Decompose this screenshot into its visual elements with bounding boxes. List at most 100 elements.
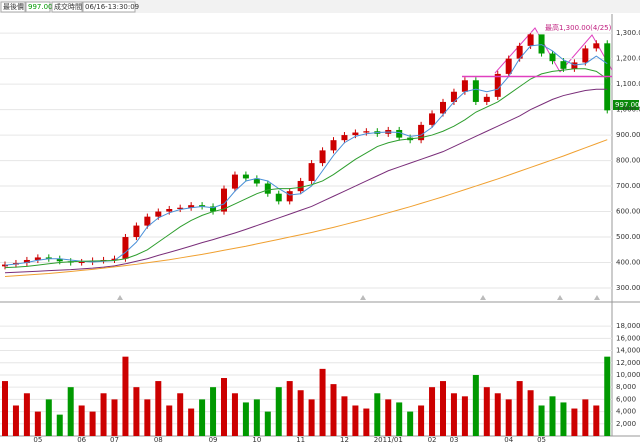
volume-bar xyxy=(199,399,206,436)
time-label: 成交時間 xyxy=(54,2,82,11)
volume-bar xyxy=(516,381,523,436)
time-value: 06/16-13:30:09 xyxy=(85,3,139,11)
volume-bar xyxy=(210,387,217,436)
x-tick-label: 02 xyxy=(428,436,437,444)
y-tick-label: 500.00 xyxy=(616,233,640,241)
last-value: 997.00 xyxy=(28,3,53,11)
candle-body xyxy=(78,262,85,264)
volume-bar xyxy=(133,387,140,436)
candle-body xyxy=(155,211,162,217)
header-bar xyxy=(0,0,640,13)
volume-bar xyxy=(440,381,446,436)
candle-body xyxy=(264,183,271,194)
x-tick-label: 06 xyxy=(77,436,86,444)
volume-bar xyxy=(560,402,567,436)
volume-bar xyxy=(100,393,107,436)
volume-bar xyxy=(418,405,425,436)
candle-body xyxy=(418,124,425,141)
volume-bar xyxy=(483,387,490,436)
volume-bar xyxy=(221,378,227,436)
volume-bar xyxy=(407,411,414,436)
candle-body xyxy=(231,174,238,189)
candle-body xyxy=(527,34,534,46)
candle-body xyxy=(275,193,282,202)
volume-bar xyxy=(450,393,457,436)
candle-body xyxy=(122,237,129,259)
volume-bar xyxy=(297,390,304,436)
moving-average xyxy=(4,139,608,278)
moving-average xyxy=(4,88,608,274)
candle-body xyxy=(221,188,227,212)
header-box xyxy=(51,1,83,13)
volume-bar xyxy=(319,368,326,436)
volume-bar xyxy=(34,411,41,436)
volume-bar xyxy=(604,356,611,436)
candle-body xyxy=(144,216,151,226)
volume-bar xyxy=(122,356,129,436)
y-tick-label: 14,000 xyxy=(616,347,640,355)
candle-body xyxy=(472,80,479,102)
x-tick-label: 05 xyxy=(33,436,42,444)
marker xyxy=(594,295,600,300)
last-label: 最後價 xyxy=(3,2,24,11)
volume-bar xyxy=(177,393,184,436)
volume-bar xyxy=(494,393,501,436)
header-box xyxy=(25,1,51,13)
volume-bar xyxy=(429,387,436,436)
volume-bar xyxy=(593,405,600,436)
marker xyxy=(557,295,563,300)
y-tick-label: 4,000 xyxy=(616,408,636,416)
y-tick-label: 800.00 xyxy=(616,157,640,165)
pattern-line xyxy=(494,27,561,74)
x-tick-label: 10 xyxy=(252,436,261,444)
volume-bar xyxy=(12,405,19,436)
candle-body xyxy=(319,150,326,164)
candle-body xyxy=(538,34,545,54)
marker xyxy=(117,295,123,300)
candle-body xyxy=(330,140,337,151)
candle-body xyxy=(396,129,403,138)
candle-body xyxy=(253,178,260,184)
volume-bar xyxy=(231,393,238,436)
y-tick-label: 300.00 xyxy=(616,284,640,292)
volume-bar xyxy=(253,399,260,436)
x-tick-label: 11 xyxy=(296,436,305,444)
candle-body xyxy=(188,205,195,208)
candle-body xyxy=(560,61,567,69)
y-tick-label: 1,300.00 xyxy=(616,29,640,37)
header-box xyxy=(0,1,26,13)
y-tick-label: 18,000 xyxy=(616,322,640,330)
candle-body xyxy=(352,132,359,136)
y-tick-label: 10,000 xyxy=(616,371,640,379)
volume-bar xyxy=(571,408,578,436)
volume-bar xyxy=(330,384,337,436)
x-tick-label: 04 xyxy=(504,436,513,444)
candle-body xyxy=(429,113,436,125)
candle-body xyxy=(177,207,184,209)
candle-body xyxy=(210,206,217,212)
candle-body xyxy=(297,180,304,192)
volume-bar xyxy=(363,408,370,436)
y-tick-label: 600.00 xyxy=(616,208,640,216)
marker xyxy=(360,295,366,300)
volume-bar xyxy=(45,399,52,436)
volume-bar xyxy=(352,405,359,436)
y-tick-label: 1,200.00 xyxy=(616,55,640,63)
volume-bar xyxy=(286,381,293,436)
volume-bar xyxy=(144,399,151,436)
last-price: 997.00 xyxy=(615,101,640,109)
volume-bar xyxy=(2,381,8,436)
last-price-box xyxy=(613,100,639,110)
volume-bar xyxy=(385,399,392,436)
volume-bar xyxy=(538,405,545,436)
markers xyxy=(117,295,600,300)
candle-body xyxy=(133,225,140,238)
volume-bar xyxy=(56,414,63,436)
volume-bar xyxy=(242,402,249,436)
candle-body xyxy=(440,101,446,114)
candle-body xyxy=(505,58,512,74)
candle-body xyxy=(549,53,556,62)
volume-bar xyxy=(78,405,85,436)
